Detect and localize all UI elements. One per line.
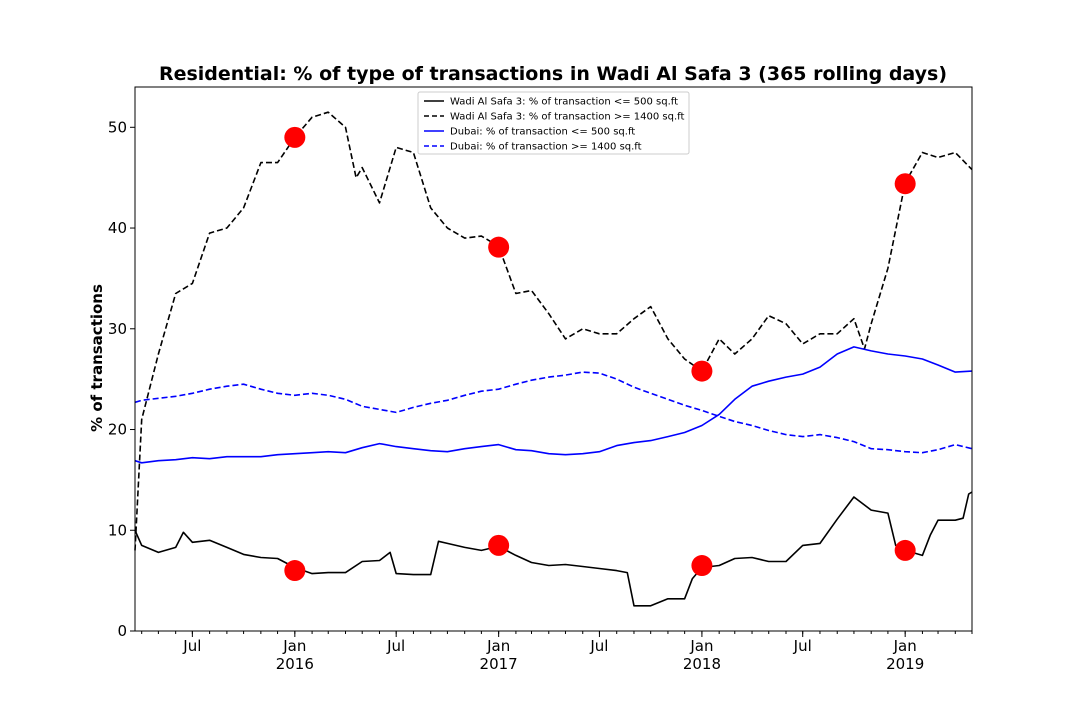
marker-point-8	[894, 539, 916, 561]
y-tick-label: 10	[108, 521, 127, 539]
x-tick-label: Jan	[893, 637, 917, 655]
x-tick-label: Jul	[589, 637, 608, 655]
legend-box	[417, 91, 690, 155]
y-tick-label: 30	[108, 320, 127, 338]
marker-point-7	[691, 555, 713, 577]
marker-point-1	[284, 126, 306, 148]
legend-label-1: Wadi Al Safa 3: % of transaction <= 500 …	[450, 97, 678, 108]
x-tick-label: Jan	[486, 637, 510, 655]
x-tick-label: Jul	[793, 637, 812, 655]
marker-point-3	[691, 360, 713, 382]
y-tick-label: 0	[117, 622, 127, 640]
series-line-3	[134, 346, 973, 464]
chart-title: Residential: % of type of transactions i…	[159, 63, 947, 85]
plot-area	[134, 111, 973, 607]
legend-label-3: Dubai: % of transaction <= 500 sq.ft	[450, 127, 635, 138]
legend-label-4: Dubai: % of transaction >= 1400 sq.ft	[450, 142, 642, 153]
x-tick-year-label: 2018	[683, 655, 721, 673]
x-tick-label: Jul	[386, 637, 405, 655]
x-tick-label: Jan	[689, 637, 713, 655]
marker-point-4	[894, 173, 916, 195]
series-line-1	[134, 491, 973, 607]
x-tick-year-label: 2017	[480, 655, 518, 673]
marker-point-6	[488, 534, 510, 556]
x-tick-year-label: 2019	[886, 655, 924, 673]
legend: Wadi Al Safa 3: % of transaction <= 500 …	[417, 91, 690, 155]
y-tick-label: 50	[108, 118, 127, 136]
marker-point-2	[488, 236, 510, 258]
x-tick-label: Jan	[282, 637, 306, 655]
marker-point-5	[284, 560, 306, 582]
legend-label-2: Wadi Al Safa 3: % of transaction >= 1400…	[450, 112, 685, 123]
y-axis-label: % of transactions	[88, 284, 106, 432]
y-tick-label: 40	[108, 219, 127, 237]
series-line-2	[134, 111, 973, 551]
y-tick-label: 20	[108, 421, 127, 439]
plot-frame	[134, 86, 973, 632]
x-tick-label: Jul	[182, 637, 201, 655]
series-line-4	[134, 371, 973, 454]
x-tick-year-label: 2016	[276, 655, 314, 673]
